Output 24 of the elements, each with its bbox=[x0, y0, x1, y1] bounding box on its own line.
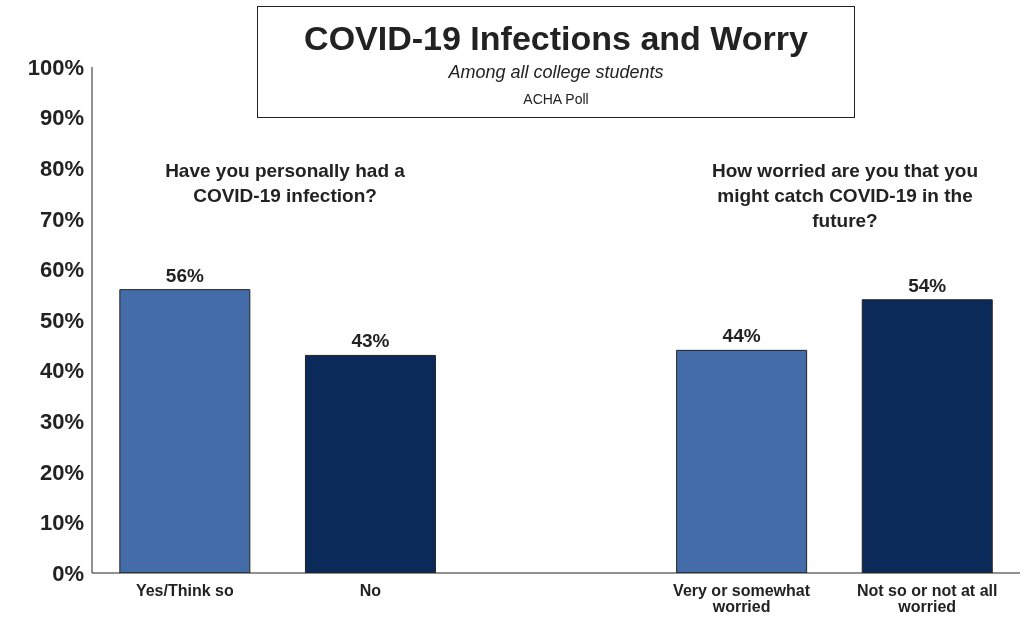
y-tick-label: 80% bbox=[39, 156, 84, 182]
annotation: ACHA Poll bbox=[522, 91, 590, 107]
x-tick-label: No bbox=[359, 582, 382, 600]
data-label: 44% bbox=[722, 325, 761, 347]
y-tick-label: 10% bbox=[39, 510, 84, 536]
y-tick-label: 20% bbox=[39, 459, 84, 485]
y-tick-label: 40% bbox=[39, 358, 84, 384]
x-tick-label: Very or somewhat worried bbox=[673, 582, 811, 616]
y-tick-label: 60% bbox=[39, 257, 84, 283]
x-tick-label: Not so or not at all worried bbox=[856, 582, 998, 616]
y-tick-label: 30% bbox=[39, 409, 84, 435]
y-tick-label: 70% bbox=[39, 206, 84, 232]
annotation: How worried are you that you might catch COVID-19 in the future? bbox=[710, 159, 979, 233]
x-tick-label: Yes/Think so bbox=[135, 582, 234, 600]
y-tick-label: 0% bbox=[52, 560, 84, 586]
data-label: 43% bbox=[351, 330, 390, 352]
y-tick-label: 90% bbox=[39, 105, 84, 131]
chart-subtitle: Among all college students bbox=[447, 62, 665, 83]
y-tick-label: 50% bbox=[39, 307, 84, 333]
data-label: 54% bbox=[908, 274, 947, 296]
chart-title: COVID-19 Infections and Worry bbox=[303, 19, 809, 58]
annotation: Have you personally had a COVID-19 infection? bbox=[164, 159, 406, 208]
data-label: 56% bbox=[165, 264, 204, 286]
y-tick-label: 100% bbox=[27, 54, 84, 80]
